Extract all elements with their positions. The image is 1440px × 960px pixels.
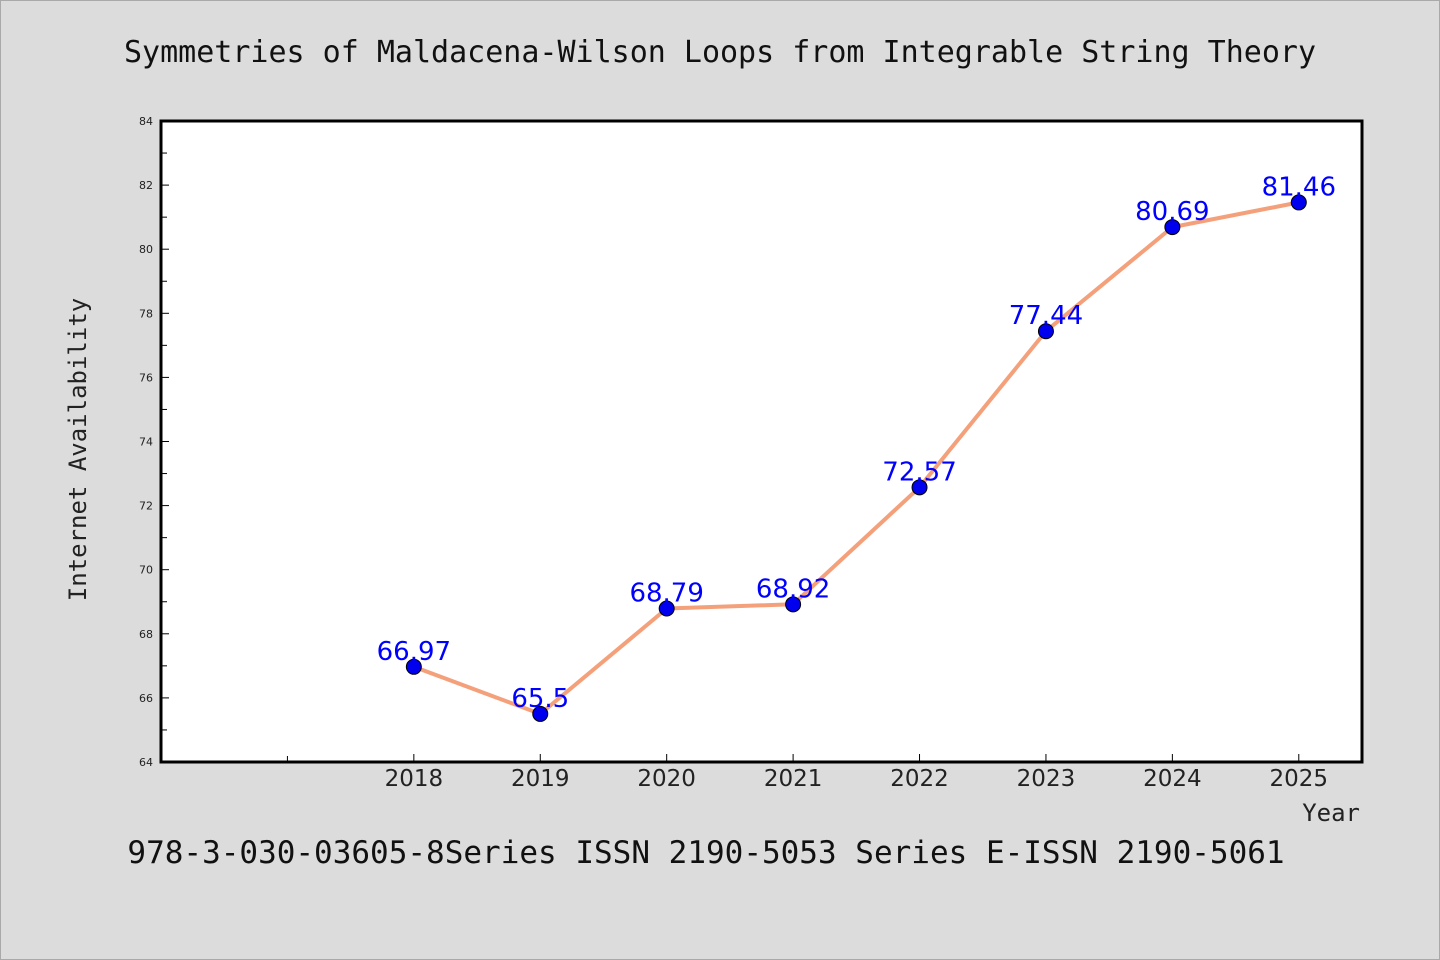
x-tick-label: 2023 xyxy=(1017,766,1076,792)
y-tick-label: 78 xyxy=(139,307,153,320)
x-tick-label: 2025 xyxy=(1270,766,1329,792)
y-tick-label: 74 xyxy=(139,436,153,449)
y-tick-label: 64 xyxy=(139,756,153,769)
data-point xyxy=(911,479,928,496)
data-labels: 66.97 65.5 68.79 68.92 72.57 77.44 80.69 81.46 xyxy=(377,172,1336,714)
data-label: 80.69 xyxy=(1135,197,1209,227)
y-tick-label: 72 xyxy=(139,500,153,513)
series-line xyxy=(413,200,1300,716)
y-tick-label: 82 xyxy=(139,179,153,192)
footer-isbn-text: 978-3-030-03605-8Series ISSN 2190-5053 S… xyxy=(127,835,1285,871)
data-label: 68.92 xyxy=(756,574,830,604)
data-point xyxy=(1037,323,1054,340)
y-tick-label: 84 xyxy=(139,115,153,128)
y-tick-label: 76 xyxy=(139,371,153,384)
x-tick-label: 2024 xyxy=(1143,766,1202,792)
data-label: 65.5 xyxy=(511,684,569,714)
x-tick-label: 2018 xyxy=(385,766,444,792)
data-label: 77.44 xyxy=(1009,301,1083,331)
x-tick-label: 2021 xyxy=(764,766,823,792)
data-label: 72.57 xyxy=(882,457,956,487)
data-point xyxy=(1164,219,1181,236)
y-tick-label: 70 xyxy=(139,564,153,577)
data-point xyxy=(1290,194,1307,211)
data-label: 81.46 xyxy=(1262,172,1336,202)
y-tick-label: 68 xyxy=(139,628,153,641)
y-tick-label: 66 xyxy=(139,692,153,705)
data-point xyxy=(532,705,549,722)
data-label: 66.97 xyxy=(377,637,451,667)
x-tick-label: 2020 xyxy=(637,766,696,792)
y-tick-label: 80 xyxy=(139,243,153,256)
x-tick-label: 2019 xyxy=(511,766,570,792)
chart-title: Symmetries of Maldacena-Wilson Loops fro… xyxy=(123,35,1317,70)
series xyxy=(405,194,1307,722)
x-tick-label: 2022 xyxy=(890,766,949,792)
plot-area xyxy=(159,119,1364,764)
y-axis: 64 66 68 70 72 74 76 78 80 82 84 xyxy=(139,115,169,769)
data-label: 68.79 xyxy=(629,578,703,608)
data-point xyxy=(405,658,422,675)
data-point xyxy=(658,600,675,617)
data-point xyxy=(785,596,802,613)
y-axis-label: Internet Availability xyxy=(64,298,92,601)
x-axis-label: Year xyxy=(1302,799,1360,827)
x-axis: 2018 2019 2020 2021 2022 2023 2024 2025 xyxy=(160,754,1329,792)
